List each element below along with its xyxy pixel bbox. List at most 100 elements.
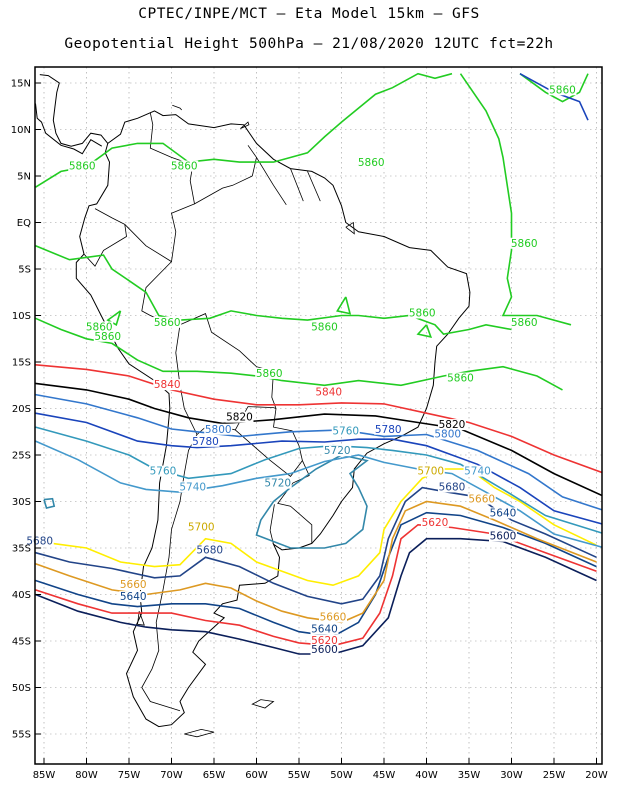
contour-5860 <box>35 72 453 188</box>
contour-label-bg <box>357 156 386 168</box>
contour-label: 5640 <box>311 624 338 636</box>
contour-label: 5660 <box>320 612 347 624</box>
x-tick-label: 80W <box>75 770 98 781</box>
y-tick-label: 10N <box>11 125 31 136</box>
contour-label: 5640 <box>120 591 147 603</box>
contour-label-bg <box>314 386 343 398</box>
island <box>251 699 275 709</box>
contour-label-bg <box>374 423 403 435</box>
contour-fragment <box>519 72 589 121</box>
contour-label-bg <box>93 330 122 342</box>
national-border <box>247 145 257 177</box>
longitude-axis: 85W 80W 75W 70W 65W 60W 55W 50W 45W 40W 35W 30W 25W 2… <box>33 758 608 781</box>
y-tick-label: 25S <box>12 451 31 462</box>
national-border <box>273 408 313 544</box>
contour-lines <box>35 72 602 655</box>
coastline <box>35 74 471 738</box>
contour-label: 5860 <box>154 317 181 329</box>
contour-5860 <box>519 73 589 103</box>
contour-label: 5680 <box>439 481 466 493</box>
contour-5860 <box>35 245 512 335</box>
contour-5820 <box>35 382 602 497</box>
contour-label: 5800 <box>205 424 232 436</box>
island <box>172 104 182 111</box>
contour-label-bg <box>310 644 339 656</box>
contour-label-bg <box>153 316 182 328</box>
contour-label: 5660 <box>468 494 495 506</box>
contour-5860 <box>35 317 563 391</box>
contour-label-bg <box>416 465 445 477</box>
contour-label: 5820 <box>226 412 253 424</box>
contour-label-bg <box>310 321 339 333</box>
x-tick-label: 50W <box>330 770 353 781</box>
contour-label: 5720 <box>264 478 291 490</box>
contour-label: 5620 <box>311 635 338 647</box>
national-border <box>235 429 303 477</box>
national-border <box>83 208 127 267</box>
contour-label-bg <box>149 465 177 477</box>
contour-label: 5740 <box>464 466 491 478</box>
contour-label-bg <box>178 481 207 493</box>
y-tick-label: 50S <box>12 683 31 694</box>
y-tick-label: 10S <box>12 311 31 322</box>
contour-fragment <box>43 497 56 509</box>
central-america-caribbean-coast <box>39 74 109 147</box>
national-border <box>307 171 321 202</box>
y-tick-label: 15S <box>12 358 31 369</box>
contour-label: 5820 <box>439 419 466 431</box>
contour-label: 5860 <box>171 161 198 173</box>
contour-label-bg <box>489 530 517 542</box>
latitude-axis: 15N 10N 5N EQ 5S 10S 15S 20S 25S 30S 35S 40S 45S 50S 5… <box>11 79 41 741</box>
contour-label-bg <box>310 634 339 646</box>
south-america-coast <box>75 110 471 728</box>
contour-label-bg <box>323 445 352 457</box>
contour-label: 5760 <box>150 466 177 478</box>
contour-label-bg <box>225 411 254 423</box>
x-tick-label: 25W <box>543 770 566 781</box>
x-tick-label: 40W <box>415 770 438 781</box>
contour-label: 5700 <box>188 521 215 533</box>
contour-label-bg <box>310 623 339 635</box>
contour-label: 5760 <box>332 426 359 438</box>
contour-label-bg <box>489 507 517 519</box>
contour-label-bg <box>421 516 449 528</box>
contour-label-bg <box>195 544 224 556</box>
x-tick-label: 20W <box>585 770 608 781</box>
national-border <box>256 157 287 206</box>
contour-5720 <box>255 454 369 549</box>
contour-label: 5860 <box>69 161 96 173</box>
y-tick-label: 30S <box>12 497 31 508</box>
contour-label-bg <box>510 316 539 328</box>
national-border <box>194 175 253 205</box>
contour-label: 5680 <box>196 545 223 557</box>
contour-label: 5780 <box>375 424 402 436</box>
contour-label: 5620 <box>422 517 449 529</box>
contour-label-bg <box>408 307 437 319</box>
contour-label-bg <box>438 481 466 493</box>
contour-5700 <box>52 468 597 587</box>
y-tick-label: 20S <box>12 404 31 415</box>
contour-label: 5660 <box>120 579 147 591</box>
contour-label: 5860 <box>549 84 576 96</box>
contour-label-bg <box>319 611 347 623</box>
x-tick-label: 45W <box>373 770 396 781</box>
contour-label: 5780 <box>192 436 219 448</box>
contour-label-bg <box>263 477 292 489</box>
contour-5860 <box>459 73 572 326</box>
contour-label: 5600 <box>490 531 517 543</box>
y-tick-label: 55S <box>12 730 31 741</box>
title-line-2: Geopotential Height 500hPa – 21/08/2020 … <box>64 36 554 52</box>
contour-label: 5740 <box>179 481 206 493</box>
x-tick-label: 55W <box>288 770 311 781</box>
contour-label-bg <box>548 84 577 96</box>
national-border <box>290 168 304 202</box>
y-tick-label: 5N <box>17 172 31 183</box>
contour-label-bg <box>446 372 475 384</box>
x-tick-label: 35W <box>458 770 481 781</box>
contour-label: 5860 <box>256 368 283 380</box>
contour-label-bg <box>467 493 496 505</box>
x-tick-label: 70W <box>160 770 183 781</box>
contour-5760 <box>35 426 602 534</box>
y-tick-label: 45S <box>12 637 31 648</box>
national-border <box>149 112 195 262</box>
